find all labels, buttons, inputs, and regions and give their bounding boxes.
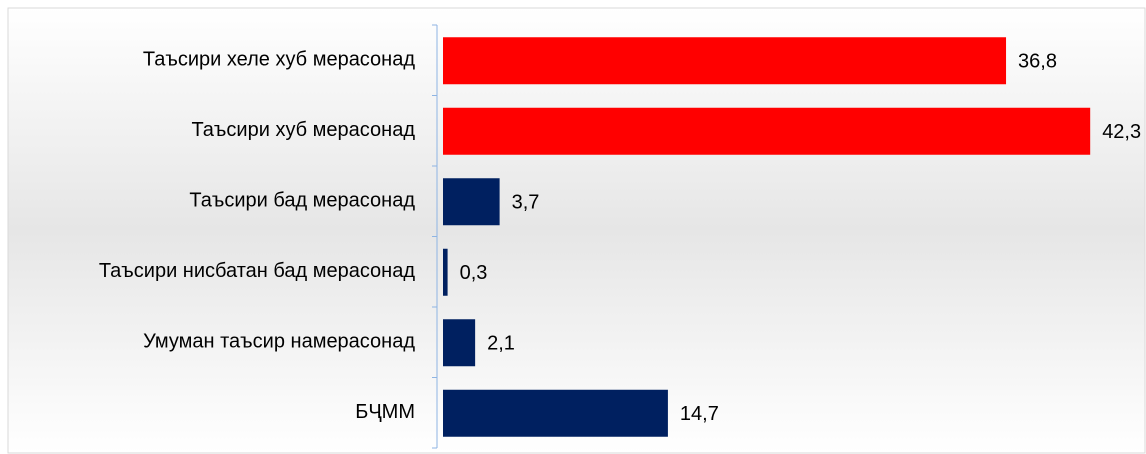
bar — [443, 389, 668, 437]
category-label: Таъсири нисбатан бад мерасонад — [99, 260, 416, 282]
category-label: Таъсири бад мерасонад — [189, 190, 415, 212]
bar — [443, 178, 500, 226]
value-label: 36,8 — [1018, 51, 1057, 73]
bar — [443, 37, 1007, 85]
value-label: 0,3 — [460, 262, 488, 284]
value-label: 42,3 — [1102, 121, 1141, 143]
category-label: Умуман таъсир намерасонад — [143, 331, 415, 353]
bar — [443, 107, 1091, 155]
category-label: Таъсири хеле хуб мерасонад — [143, 49, 415, 71]
bar — [443, 319, 476, 367]
category-label: Таъсири хуб мерасонад — [191, 119, 415, 141]
category-label: БҶММ — [355, 401, 415, 423]
bar — [443, 248, 448, 296]
value-label: 2,1 — [487, 333, 515, 355]
value-label: 14,7 — [680, 403, 719, 425]
value-label: 3,7 — [512, 192, 540, 214]
